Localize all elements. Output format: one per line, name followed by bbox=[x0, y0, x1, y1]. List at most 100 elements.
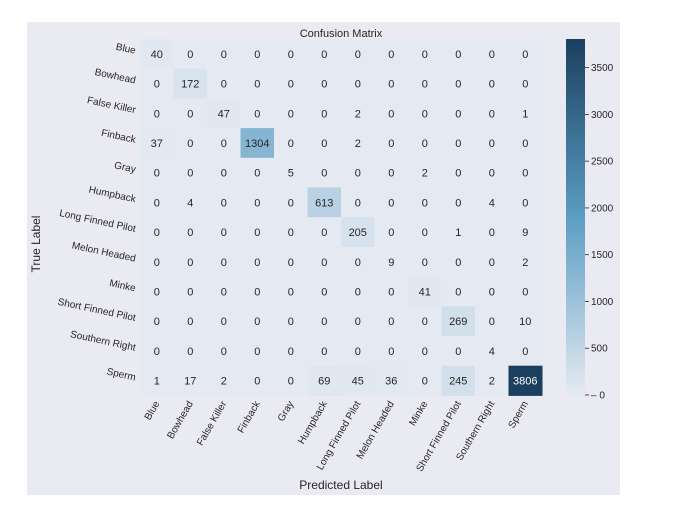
cell-value: 0 bbox=[489, 108, 495, 120]
heatmap-cell bbox=[341, 276, 375, 307]
heatmap-cell bbox=[140, 306, 174, 337]
column-tick-label: False Killer bbox=[195, 399, 230, 448]
heatmap-cell bbox=[173, 157, 208, 188]
cell-value: 0 bbox=[288, 257, 294, 269]
heatmap-cell bbox=[207, 336, 241, 367]
heatmap-cell bbox=[508, 157, 543, 188]
cell-value: 0 bbox=[221, 227, 227, 239]
cell-value: 5 bbox=[288, 168, 294, 180]
cell-value: 0 bbox=[422, 108, 428, 120]
heatmap-cell bbox=[140, 98, 174, 129]
heatmap-cell bbox=[508, 336, 543, 367]
cell-value: 0 bbox=[221, 316, 227, 328]
row-tick-label: Short Finned Pilot bbox=[57, 297, 137, 324]
heatmap-cell bbox=[240, 246, 275, 278]
cell-value: 2 bbox=[522, 257, 528, 269]
row-tick-label: Southern Right bbox=[69, 329, 137, 354]
cell-value: 0 bbox=[321, 316, 327, 328]
heatmap-cell bbox=[341, 306, 375, 337]
heatmap-cell bbox=[475, 306, 509, 337]
cell-value: 0 bbox=[288, 79, 294, 91]
cell-value: 0 bbox=[455, 286, 461, 298]
heatmap-cell bbox=[173, 246, 208, 278]
column-tick-label: Finback bbox=[236, 399, 264, 436]
cell-value: 0 bbox=[522, 138, 528, 150]
heatmap-cell bbox=[307, 276, 342, 307]
colorbar-tick-label: 1000 bbox=[591, 297, 614, 308]
cell-value: 0 bbox=[355, 197, 361, 209]
cell-value: 0 bbox=[455, 79, 461, 91]
heatmap-cell bbox=[508, 306, 543, 337]
column-tick-label: Humpback bbox=[296, 399, 330, 447]
colorbar-tick-label: 1500 bbox=[591, 250, 614, 261]
heatmap-cell bbox=[240, 217, 275, 248]
heatmap-cell bbox=[408, 306, 442, 337]
cell-value: 0 bbox=[187, 227, 193, 239]
cell-value: 0 bbox=[187, 108, 193, 120]
heatmap-cell bbox=[240, 39, 275, 70]
cell-value: 0 bbox=[355, 257, 361, 269]
heatmap-cell bbox=[508, 217, 543, 248]
figure-background: Confusion Matrix Predicted Label True La… bbox=[27, 22, 620, 495]
heatmap-cell bbox=[341, 187, 375, 218]
heatmap-cell bbox=[441, 306, 476, 337]
cell-value: 0 bbox=[321, 108, 327, 120]
heatmap-cell bbox=[374, 246, 409, 278]
heatmap-cell bbox=[475, 157, 509, 188]
heatmap-cell bbox=[475, 128, 509, 159]
heatmap-cell bbox=[441, 98, 476, 129]
cell-value: 0 bbox=[254, 49, 260, 61]
heatmap-cell bbox=[408, 187, 442, 218]
heatmap-cell bbox=[408, 39, 442, 70]
heatmap-cell bbox=[140, 128, 174, 159]
column-tick-labels: Blue Bowhead False Killer Finback Gray Humpba… bbox=[143, 399, 531, 474]
heatmap-cell bbox=[441, 336, 476, 367]
heatmap-cell bbox=[207, 157, 241, 188]
cell-value: 0 bbox=[422, 79, 428, 91]
cell-value: 0 bbox=[288, 346, 294, 358]
cell-value: 0 bbox=[221, 168, 227, 180]
row-tick-label: Melon Headed bbox=[71, 240, 137, 264]
cell-value: 9 bbox=[522, 227, 528, 239]
heatmap-cell bbox=[408, 128, 442, 159]
heatmap-cell bbox=[441, 68, 476, 99]
row-tick-label: Humpback bbox=[88, 185, 138, 206]
row-tick-label: Blue bbox=[115, 42, 137, 57]
cell-value: 0 bbox=[489, 49, 495, 61]
cell-value: 0 bbox=[388, 108, 394, 120]
cell-value: 269 bbox=[449, 316, 467, 328]
column-tick-label: Blue bbox=[143, 399, 163, 422]
cell-value: 0 bbox=[355, 49, 361, 61]
heatmap-cell bbox=[508, 128, 543, 159]
heatmap-cell bbox=[508, 98, 543, 129]
heatmap-cell bbox=[307, 98, 342, 129]
cell-value: 0 bbox=[254, 108, 260, 120]
cell-value: 0 bbox=[221, 286, 227, 298]
heatmap-cell bbox=[207, 68, 241, 99]
heatmap-cell bbox=[341, 68, 375, 99]
heatmap-cell bbox=[374, 187, 409, 218]
cell-value: 172 bbox=[181, 79, 199, 91]
heatmap-cell bbox=[240, 98, 275, 129]
cell-value: 613 bbox=[315, 197, 333, 209]
cell-value: 0 bbox=[187, 257, 193, 269]
heatmap-cell bbox=[508, 276, 543, 307]
heatmap-cell bbox=[441, 39, 476, 70]
heatmap-cell bbox=[307, 187, 342, 218]
cell-value: 0 bbox=[455, 108, 461, 120]
row-tick-label: Gray bbox=[113, 160, 136, 175]
column-tick-label: Minke bbox=[407, 399, 430, 428]
heatmap-cell bbox=[173, 128, 208, 159]
cell-value: 2 bbox=[221, 376, 227, 388]
cell-value: 0 bbox=[288, 108, 294, 120]
heatmap-cell bbox=[240, 306, 275, 337]
cell-value: 0 bbox=[254, 286, 260, 298]
cell-value: 0 bbox=[221, 346, 227, 358]
cell-value: 245 bbox=[449, 376, 467, 388]
heatmap-cell bbox=[140, 187, 174, 218]
cell-value: 0 bbox=[422, 346, 428, 358]
cell-value: 0 bbox=[388, 197, 394, 209]
cell-value: 0 bbox=[355, 286, 361, 298]
heatmap-cell bbox=[274, 217, 308, 248]
cell-value: 0 bbox=[221, 197, 227, 209]
